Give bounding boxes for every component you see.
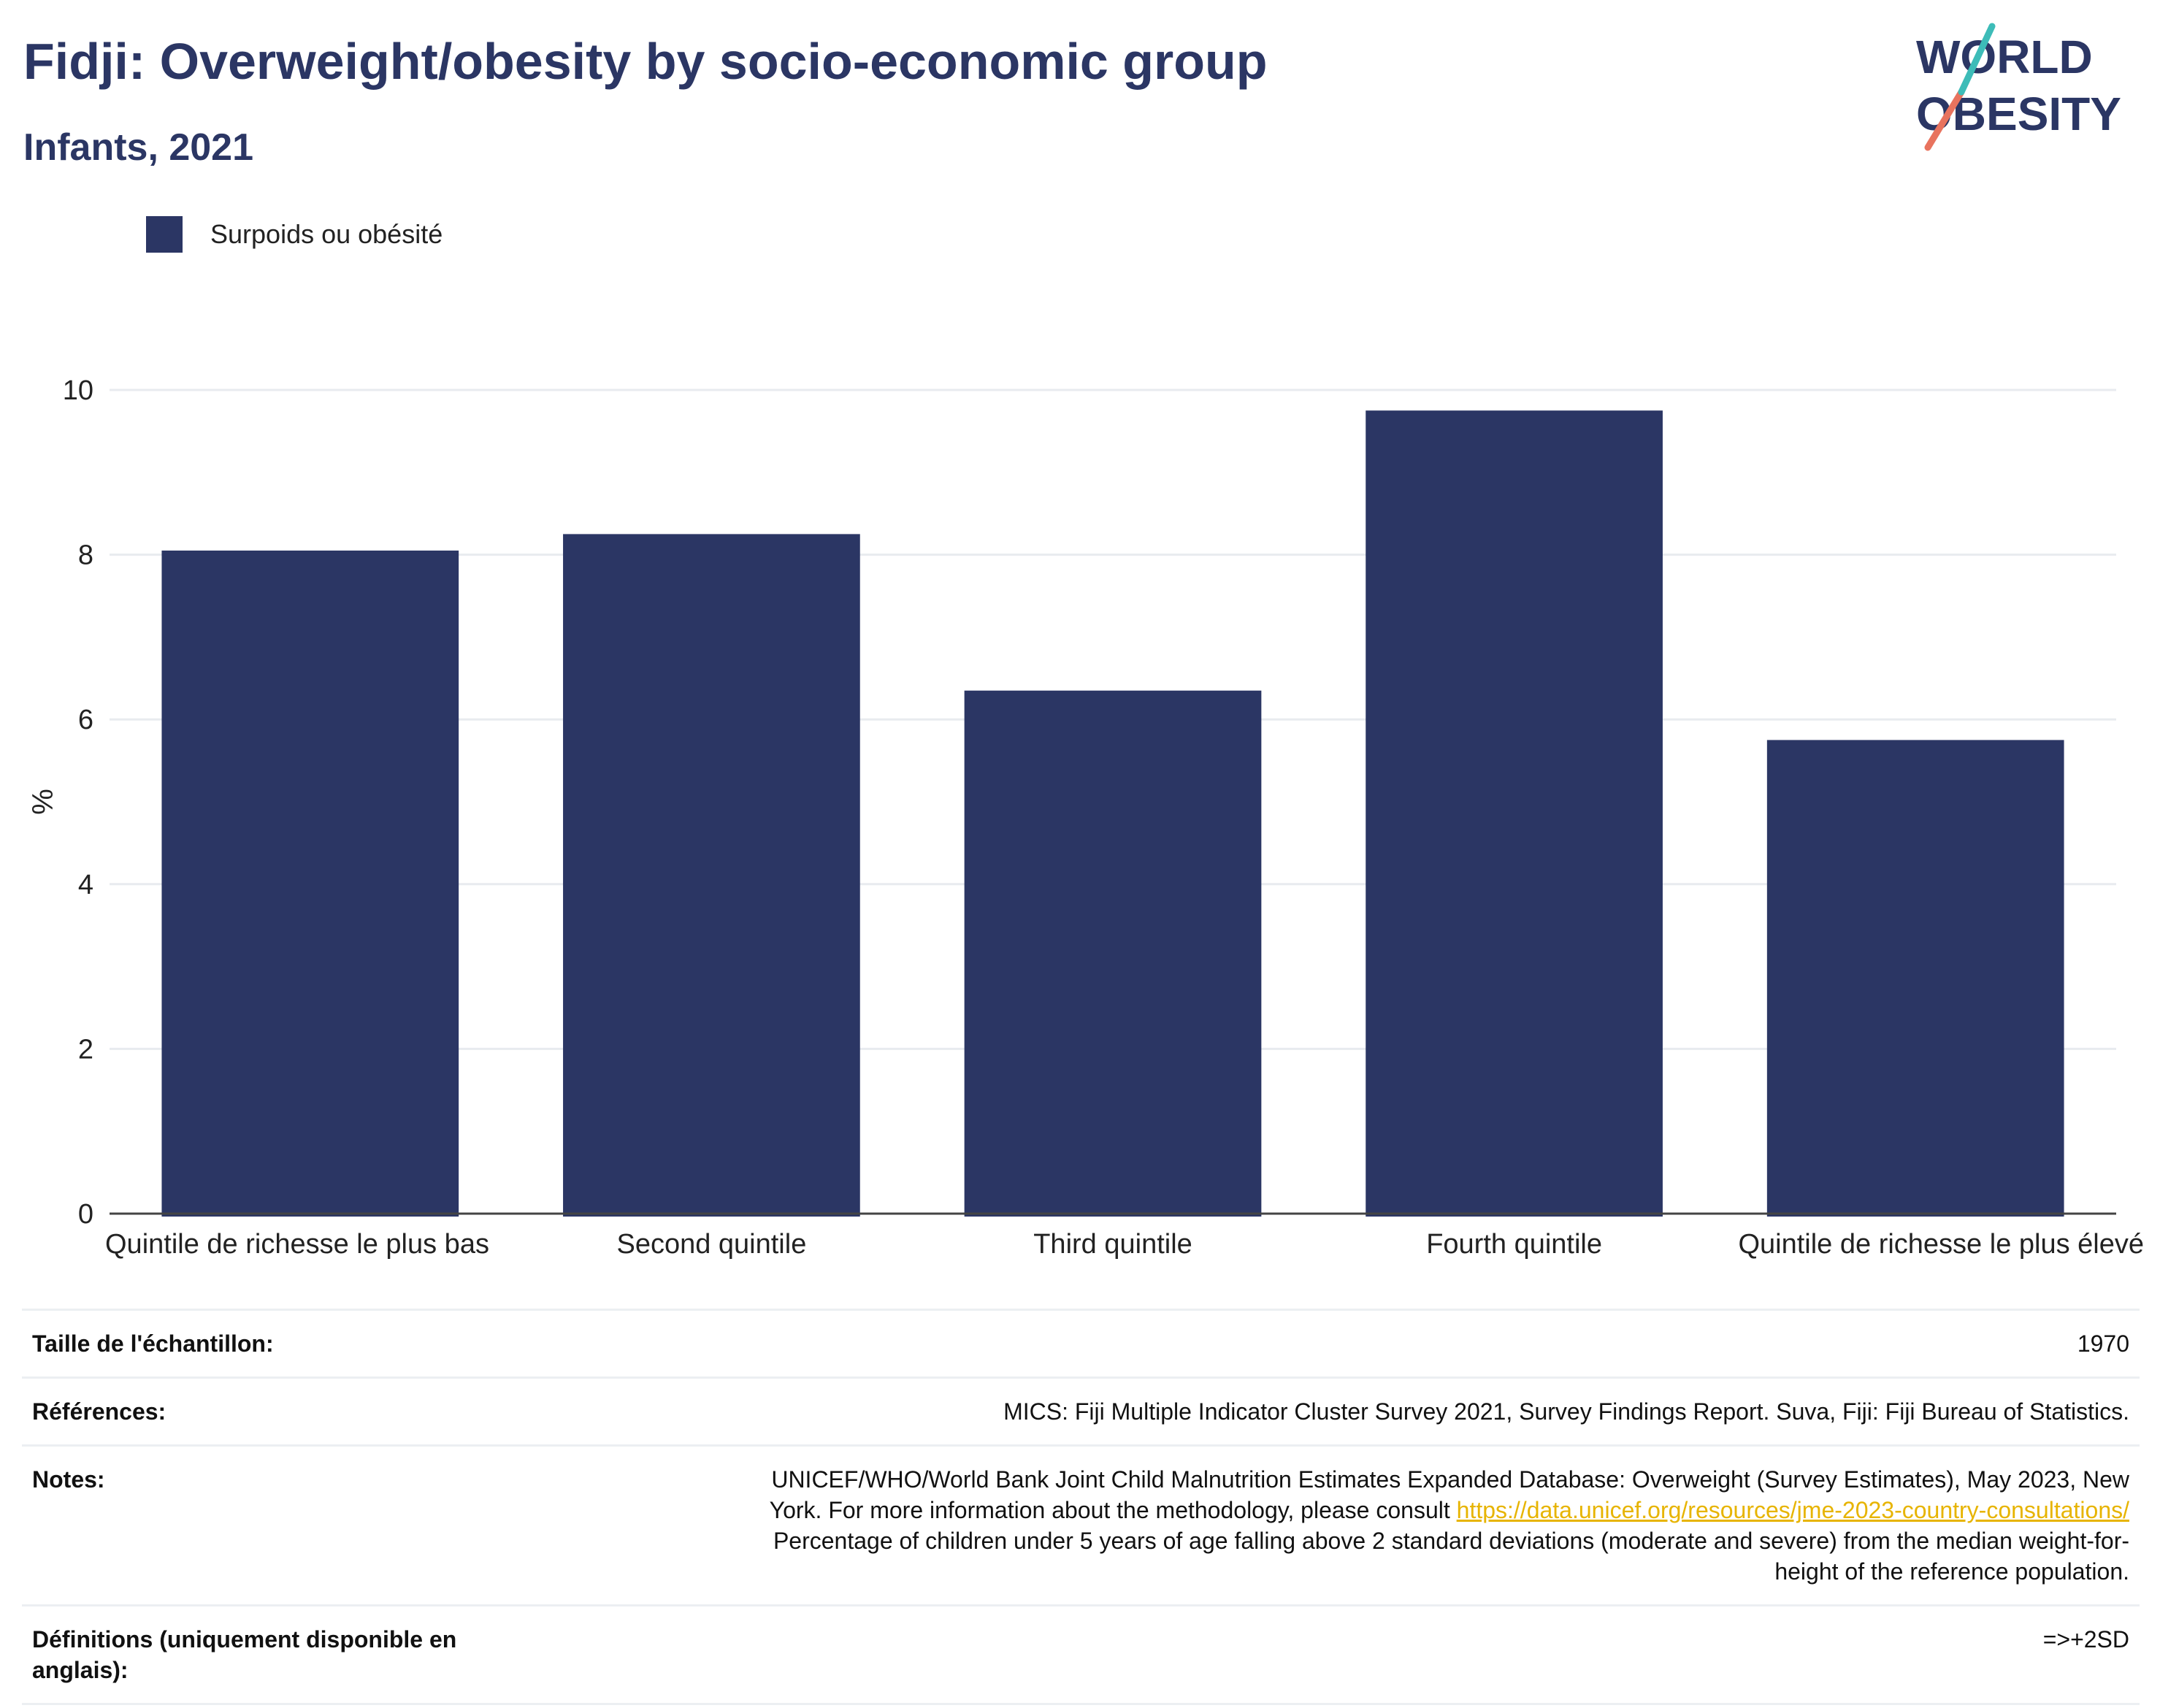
y-tick-label: 10 <box>63 375 93 406</box>
logo-slash-teal <box>1958 23 1996 96</box>
definitions-value: =>+2SD <box>510 1604 2140 1705</box>
definitions-label: Définitions (uniquement disponible en an… <box>22 1604 510 1705</box>
x-tick-label: Quintile de richesse le plus élevé <box>1738 1229 2144 1260</box>
x-tick-label: Third quintile <box>1033 1229 1192 1260</box>
y-tick-label: 4 <box>78 870 93 900</box>
notes-line2: York. For more information about the met… <box>520 1495 2129 1525</box>
bar <box>563 534 860 1217</box>
metadata-table: Taille de l'échantillon: 1970 Références… <box>22 1309 2140 1705</box>
y-tick-label: 0 <box>78 1199 93 1230</box>
logo-slash-coral <box>1924 88 1965 151</box>
bar-chart: 0 2 4 6 8 10% Quintile de richesse le plus bas… <box>27 375 2144 1260</box>
bar <box>1366 410 1663 1217</box>
notes-line1: UNICEF/WHO/World Bank Joint Child Malnut… <box>771 1466 2129 1493</box>
y-tick-label: 8 <box>78 540 93 571</box>
y-tick-label: 2 <box>78 1034 93 1065</box>
methodology-link[interactable]: https://data.unicef.org/resources/jme-20… <box>1456 1497 2129 1523</box>
bar <box>161 550 459 1217</box>
legend-label: Surpoids ou obésité <box>210 219 443 249</box>
references-label: Références: <box>22 1376 510 1446</box>
y-axis-label: % <box>27 789 59 815</box>
meta-row-notes: Notes: UNICEF/WHO/World Bank Joint Child… <box>22 1444 2140 1606</box>
legend: Surpoids ou obésité <box>146 216 443 253</box>
legend-swatch <box>146 216 183 253</box>
meta-row-references: Références: MICS: Fiji Multiple Indicato… <box>22 1376 2140 1446</box>
sample-size-label: Taille de l'échantillon: <box>22 1309 510 1378</box>
references-value: MICS: Fiji Multiple Indicator Cluster Su… <box>510 1376 2140 1446</box>
chart-subtitle: Infants, 2021 <box>23 126 254 169</box>
world-obesity-logo: WORLD OBESITY <box>1916 23 2121 151</box>
x-tick-label: Fourth quintile <box>1426 1229 1602 1260</box>
notes-value: UNICEF/WHO/World Bank Joint Child Malnut… <box>510 1444 2140 1606</box>
bar <box>964 690 1262 1217</box>
x-tick-label: Second quintile <box>616 1229 806 1260</box>
y-tick-label: 6 <box>78 705 93 735</box>
notes-line3: Percentage of children under 5 years of … <box>773 1528 2129 1554</box>
notes-line2-prefix: York. For more information about the met… <box>769 1497 1457 1523</box>
meta-row-sample: Taille de l'échantillon: 1970 <box>22 1309 2140 1378</box>
bar <box>1766 740 2064 1217</box>
x-tick-label: Quintile de richesse le plus bas <box>105 1229 489 1260</box>
meta-row-definitions: Définitions (uniquement disponible en an… <box>22 1604 2140 1705</box>
logo-line1: WORLD <box>1916 31 2093 83</box>
notes-label: Notes: <box>22 1444 510 1606</box>
sample-size-value: 1970 <box>510 1309 2140 1378</box>
notes-line4: height of the reference population. <box>1774 1558 2129 1585</box>
chart-title: Fidji: Overweight/obesity by socio-econo… <box>23 33 1268 90</box>
